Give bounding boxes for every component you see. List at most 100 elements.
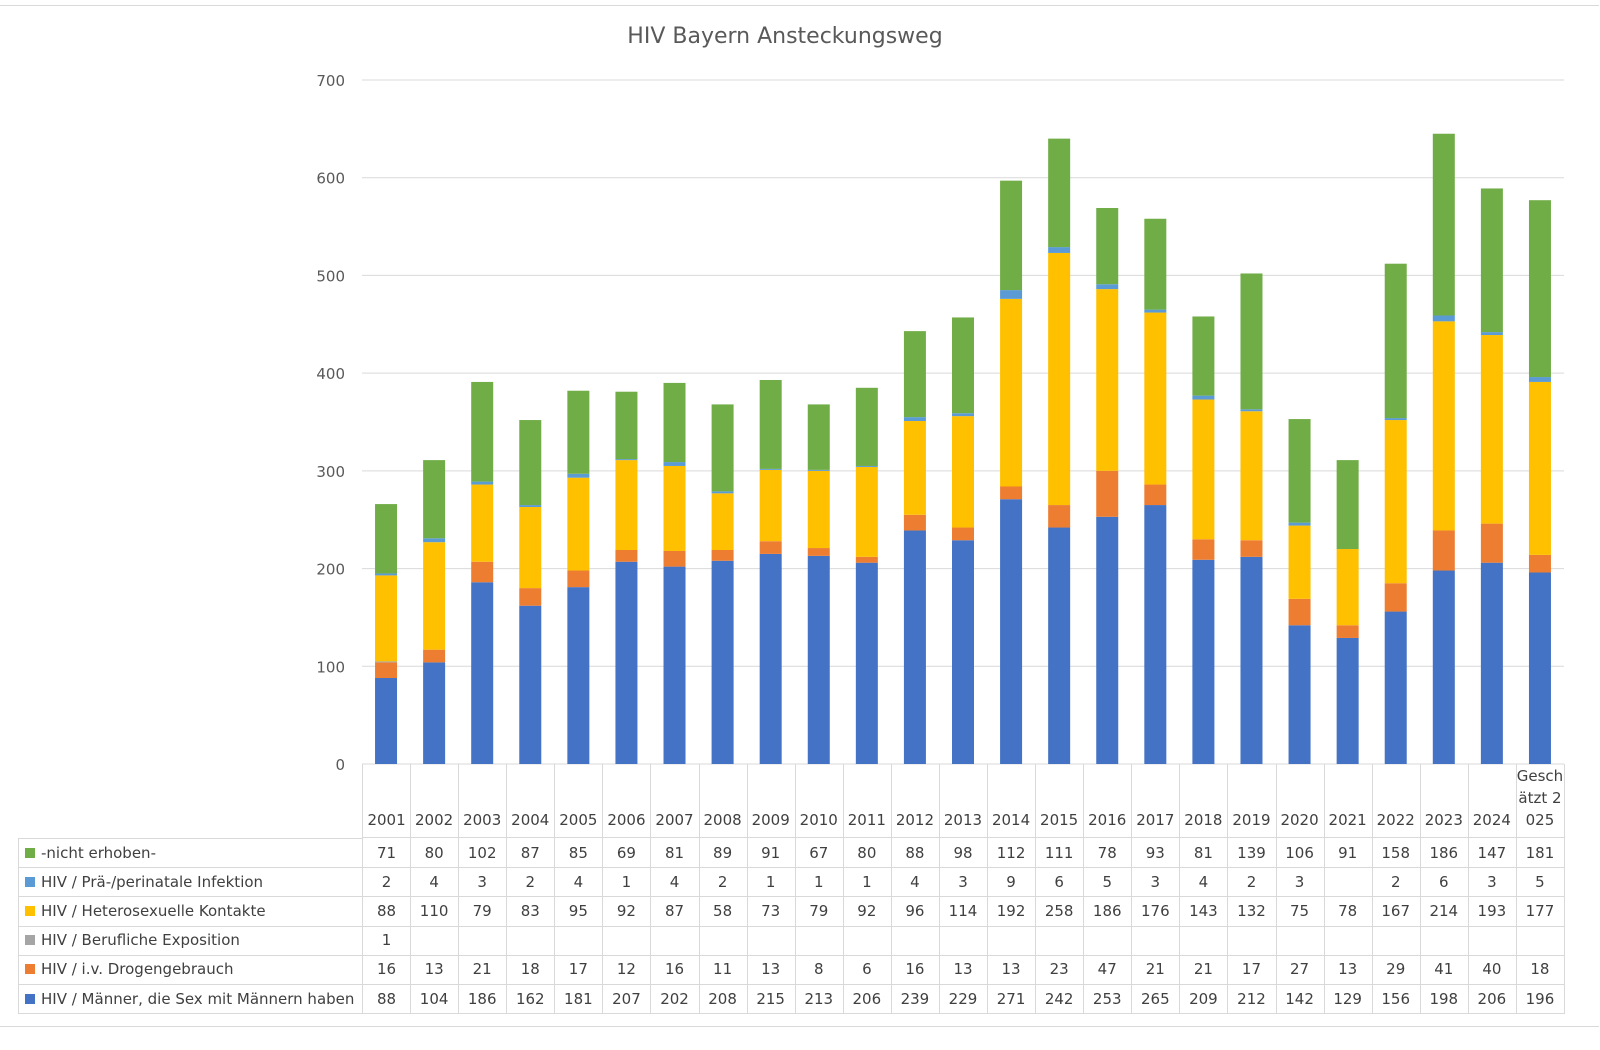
table-value: 98 xyxy=(938,838,989,869)
bar-segment xyxy=(1240,411,1263,541)
table-value xyxy=(1275,925,1325,956)
table-value: 143 xyxy=(1179,896,1229,927)
bar-segment xyxy=(567,570,590,588)
table-value: 206 xyxy=(842,984,892,1015)
table-value: 21 xyxy=(458,954,508,985)
table-value: 23 xyxy=(1035,954,1085,985)
table-value xyxy=(746,925,796,956)
bar-segment xyxy=(663,382,686,463)
table-value: 78 xyxy=(1083,838,1133,869)
bar-segment xyxy=(375,662,398,679)
table-value: 18 xyxy=(1515,954,1565,985)
table-value: 5 xyxy=(1515,867,1565,898)
bar-segment xyxy=(1528,572,1551,764)
table-value: 96 xyxy=(890,896,940,927)
bar-segment xyxy=(519,420,542,506)
bar-segment xyxy=(1240,556,1263,764)
bar-segment xyxy=(519,505,542,508)
bar-segment xyxy=(663,465,686,551)
bar-segment xyxy=(1480,523,1503,563)
table-header-category: 2022 xyxy=(1371,764,1421,838)
table-value: 142 xyxy=(1275,984,1325,1015)
table-value: 16 xyxy=(650,954,700,985)
bar-segment xyxy=(1528,381,1551,555)
bar-segment xyxy=(1384,583,1407,612)
table-value: 69 xyxy=(602,838,652,869)
table-value xyxy=(842,925,892,956)
bar-segment xyxy=(615,550,638,562)
bar-segment xyxy=(711,404,734,492)
series-name: HIV / Berufliche Exposition xyxy=(41,931,240,950)
table-value xyxy=(1323,867,1373,898)
bar-segment xyxy=(1384,263,1407,419)
table-value: 16 xyxy=(890,954,940,985)
bar-segment xyxy=(471,561,494,583)
table-value: 3 xyxy=(1467,867,1517,898)
bar-segment xyxy=(1432,321,1455,531)
bar-segment xyxy=(952,413,974,417)
table-value: 88 xyxy=(362,896,412,927)
table-value: 13 xyxy=(1323,954,1373,985)
table-value: 12 xyxy=(602,954,652,985)
bar-segment xyxy=(1000,290,1023,299)
table-value: 47 xyxy=(1083,954,1133,985)
legend-key-icon xyxy=(25,876,35,887)
table-value: 110 xyxy=(410,896,460,927)
table-value: 3 xyxy=(1275,867,1325,898)
table-header-category: 2017 xyxy=(1131,764,1181,838)
bar-segment xyxy=(903,417,926,422)
y-tick-label: 200 xyxy=(316,561,345,579)
table-value: 265 xyxy=(1131,984,1181,1015)
table-value: 176 xyxy=(1131,896,1181,927)
table-header-category: Geschätzt 2025 xyxy=(1515,764,1565,838)
table-value: 93 xyxy=(1131,838,1181,869)
bar-segment xyxy=(375,678,398,764)
y-tick-label: 500 xyxy=(316,267,345,285)
table-value xyxy=(1227,925,1277,956)
y-tick-label: 0 xyxy=(335,756,345,774)
bar-segment xyxy=(711,493,734,551)
table-value: 1 xyxy=(602,867,652,898)
bar-segment xyxy=(903,421,926,515)
table-value: 13 xyxy=(987,954,1037,985)
bar-segment xyxy=(1048,505,1071,528)
bar-segment xyxy=(1336,637,1359,764)
bar-segment xyxy=(759,553,782,764)
table-value: 212 xyxy=(1227,984,1277,1015)
bar-segment xyxy=(1144,309,1167,313)
bar-segment xyxy=(1288,522,1311,526)
table-value: 196 xyxy=(1515,984,1565,1015)
bar-segment xyxy=(759,469,782,542)
bar-segment xyxy=(519,588,542,606)
bar-segment xyxy=(375,573,398,576)
bar-segment xyxy=(615,391,638,460)
bar-segment xyxy=(1288,598,1311,626)
table-value: 71 xyxy=(362,838,412,869)
bar-segment xyxy=(423,542,446,650)
y-tick-label: 100 xyxy=(316,658,345,676)
bar-segment xyxy=(855,465,878,467)
table-value: 2 xyxy=(1371,867,1421,898)
table-value: 17 xyxy=(554,954,604,985)
bar-segment xyxy=(375,661,398,663)
table-value: 258 xyxy=(1035,896,1085,927)
series-name: HIV / Männer, die Sex mit Männern haben xyxy=(41,989,355,1008)
bar-segment xyxy=(807,555,830,764)
table-value: 40 xyxy=(1467,954,1517,985)
bar-segment xyxy=(855,562,878,764)
table-value: 8 xyxy=(794,954,844,985)
bar-segment xyxy=(519,507,542,589)
table-value: 215 xyxy=(746,984,796,1015)
bar-segment xyxy=(952,317,974,414)
table-value xyxy=(1323,925,1373,956)
table-value: 1 xyxy=(362,925,412,956)
table-value xyxy=(602,925,652,956)
bar-segment xyxy=(663,550,686,567)
bar-segment xyxy=(1144,484,1167,506)
chart-title: HIV Bayern Ansteckungsweg xyxy=(627,24,943,49)
bar-segment xyxy=(471,381,494,482)
table-header-category: 2009 xyxy=(746,764,796,838)
table-value xyxy=(1035,925,1085,956)
table-header-category: 2024 xyxy=(1467,764,1517,838)
